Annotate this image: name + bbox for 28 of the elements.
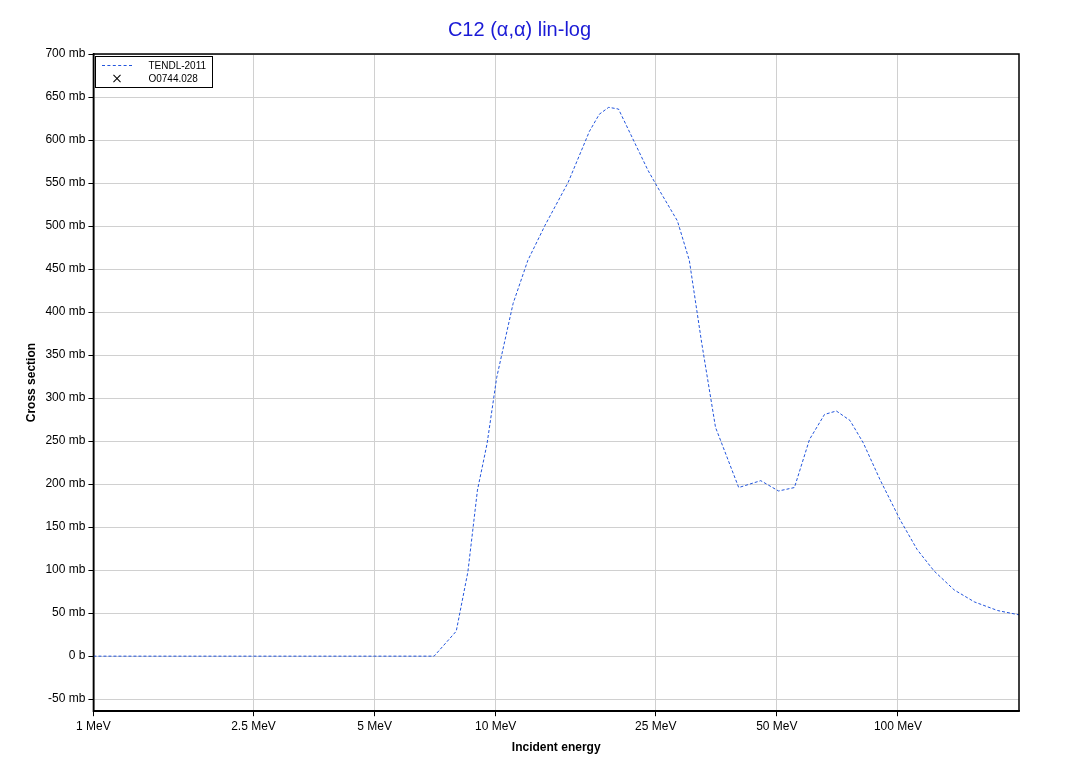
y-tick-label: 350 mb — [45, 347, 86, 362]
x-tick-label: 100 MeV — [873, 718, 922, 733]
y-tick-label: 400 mb — [45, 304, 86, 319]
y-tick-label: 50 mb — [52, 605, 86, 620]
y-tick-label: -50 mb — [48, 691, 86, 706]
x-tick-label: 10 MeV — [474, 718, 517, 733]
y-tick-label: 200 mb — [45, 476, 86, 491]
x-tick-label: 50 MeV — [756, 718, 798, 733]
y-tick-label: 500 mb — [45, 218, 86, 233]
x-tick-label: 5 MeV — [357, 718, 392, 733]
y-tick-label: 150 mb — [45, 519, 86, 534]
chart-title: C12 (α,α) lin-log — [447, 17, 592, 40]
y-tick-label: 0 b — [68, 648, 86, 663]
y-tick-label: 700 mb — [45, 46, 86, 61]
y-tick-label: 300 mb — [45, 390, 86, 405]
legend-label: TENDL-2011 — [148, 59, 207, 72]
x-tick-label: 25 MeV — [635, 718, 677, 733]
y-tick-label: 250 mb — [45, 433, 86, 448]
y-tick-label: 550 mb — [45, 175, 86, 190]
x-tick-label: 1 MeV — [76, 718, 111, 733]
y-tick-label: 650 mb — [45, 89, 86, 104]
legend-label: O0744.028 — [148, 72, 198, 85]
y-axis-title: Cross section — [23, 342, 38, 423]
y-tick-label: 100 mb — [45, 562, 86, 577]
x-tick-label: 2.5 MeV — [231, 718, 276, 733]
y-tick-label: 600 mb — [45, 132, 86, 147]
y-tick-label: 450 mb — [45, 261, 86, 276]
x-axis-title: Incident energy — [511, 740, 601, 755]
